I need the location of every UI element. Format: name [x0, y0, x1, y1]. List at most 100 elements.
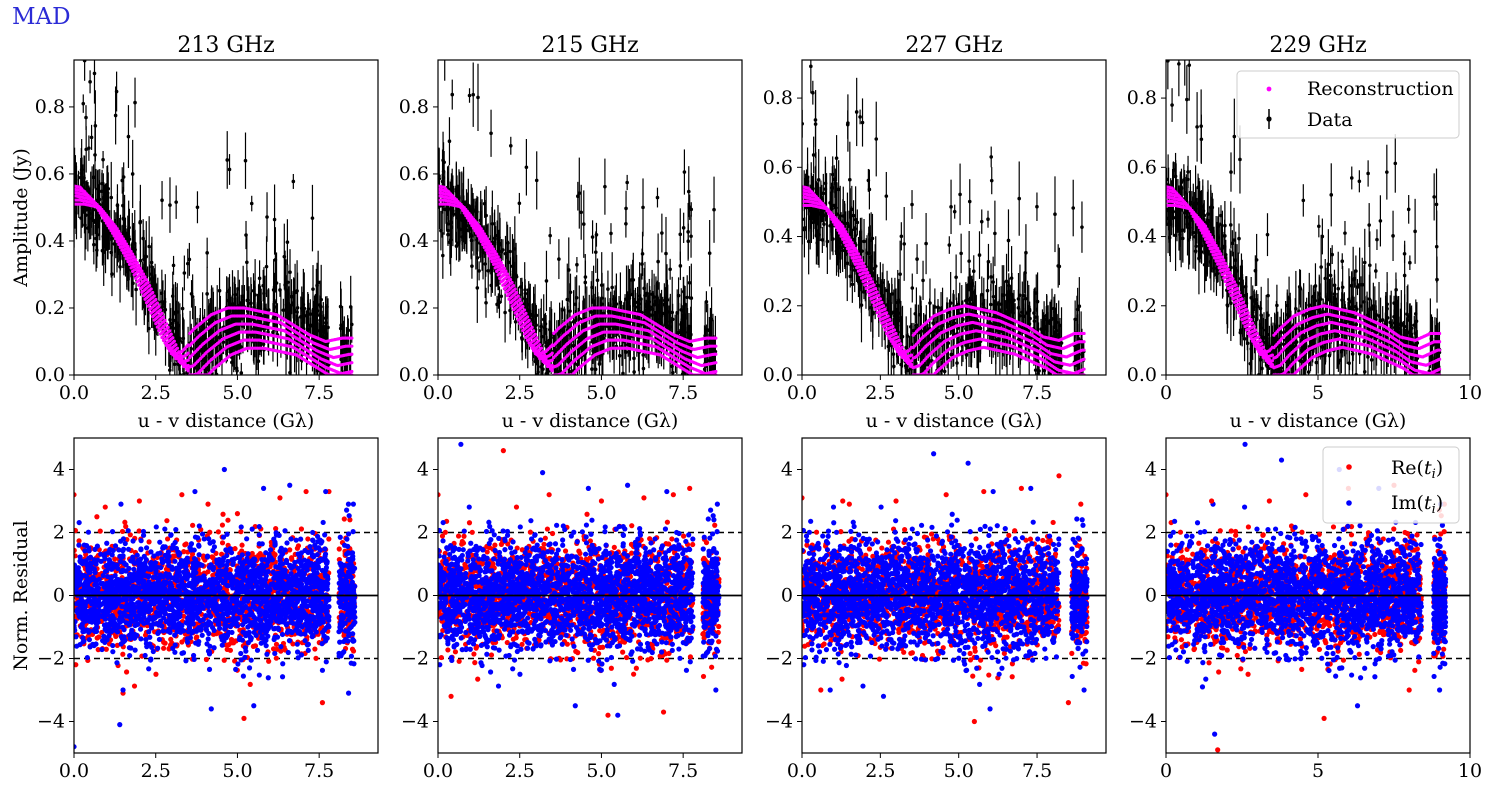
y-tick-label: 0.0 [35, 364, 65, 386]
data-point [131, 281, 135, 286]
data-point [101, 157, 105, 162]
x-tick-label: 7.5 [668, 382, 698, 404]
data-point [851, 213, 856, 218]
data-point [532, 325, 537, 329]
data-point [338, 304, 343, 309]
reconstruction-point [144, 301, 149, 305]
reconstruction-point [157, 328, 161, 333]
data-point [505, 255, 509, 259]
data-point [486, 268, 491, 273]
data-point [678, 339, 683, 343]
data-point [303, 313, 307, 318]
data-point [285, 240, 290, 244]
data-point [643, 293, 647, 298]
data-point [239, 371, 244, 375]
data-point [553, 368, 558, 373]
reconstruction-point [127, 262, 132, 267]
reconstruction-point [110, 231, 115, 235]
y-tick-label: 0.4 [763, 226, 793, 248]
data-point [168, 203, 172, 207]
data-point [665, 310, 670, 314]
data-point [497, 235, 501, 240]
data-point [614, 326, 619, 331]
data-point [519, 336, 524, 340]
data-point [510, 264, 515, 269]
y-tick-label: 0.8 [399, 96, 429, 118]
data-point [590, 235, 595, 239]
data-point [501, 248, 505, 252]
data-point [185, 261, 190, 266]
reconstruction-point [134, 276, 138, 280]
data-point [143, 268, 148, 273]
data-point [670, 317, 675, 322]
reconstruction-point [115, 240, 119, 244]
data-point [147, 244, 151, 249]
data-point [949, 352, 954, 357]
data-point [687, 280, 692, 285]
reconstruction-point [104, 221, 109, 225]
reconstruction-point [470, 224, 474, 228]
y-tick-label: 0.6 [35, 163, 65, 185]
data-point [118, 264, 122, 269]
data-point [441, 253, 445, 258]
data-point [205, 292, 209, 296]
data-point [221, 340, 226, 344]
reconstruction-point [117, 242, 121, 247]
data-point [205, 251, 209, 255]
y-tick-label: 0.4 [35, 230, 65, 252]
data-point [126, 134, 131, 139]
reconstruction-point [95, 206, 99, 210]
data-point [484, 300, 488, 305]
reconstruction-point [141, 294, 146, 298]
axes-frame [73, 59, 379, 376]
data-point [595, 278, 600, 283]
data-point [454, 244, 459, 248]
data-point [809, 64, 813, 69]
data-point [443, 45, 447, 49]
data-point [489, 131, 493, 136]
reconstruction-point [508, 301, 513, 305]
data-point [465, 228, 469, 233]
data-point [495, 302, 499, 307]
data-point [83, 223, 87, 227]
reconstruction-point [501, 283, 505, 287]
data-point [439, 228, 443, 233]
reconstruction-point [152, 318, 156, 322]
data-point [173, 362, 177, 367]
data-point [456, 215, 460, 219]
reconstruction-point [350, 336, 354, 340]
data-point [660, 311, 665, 316]
reconstruction-point [112, 234, 116, 238]
reconstruction-point [510, 304, 514, 308]
data-point [565, 297, 570, 302]
data-point [682, 170, 687, 174]
data-point [544, 372, 549, 375]
data-point [171, 263, 176, 268]
data-point [499, 294, 504, 299]
reconstruction-point [714, 336, 718, 340]
data-point [84, 147, 88, 152]
data-point [641, 353, 646, 357]
reconstruction-point [527, 341, 531, 345]
data-point [579, 336, 584, 340]
data-point [689, 234, 693, 239]
reconstruction-point [471, 226, 476, 230]
data-point [160, 291, 164, 296]
reconstruction-point [101, 216, 105, 220]
data-point [850, 282, 855, 287]
data-point [571, 319, 576, 324]
data-point [602, 336, 606, 341]
x-tick-label: 5.0 [944, 382, 974, 404]
data-point [190, 294, 195, 299]
reconstruction-point [186, 351, 190, 355]
data-point [686, 355, 691, 359]
data-point [93, 123, 98, 128]
reconstruction-point [100, 213, 104, 218]
data-point [477, 269, 481, 273]
reconstruction-point [521, 328, 525, 333]
data-point [225, 158, 230, 162]
data-point [84, 115, 88, 120]
data-point [497, 300, 502, 305]
data-point [81, 101, 86, 106]
reconstruction-point [350, 352, 354, 356]
